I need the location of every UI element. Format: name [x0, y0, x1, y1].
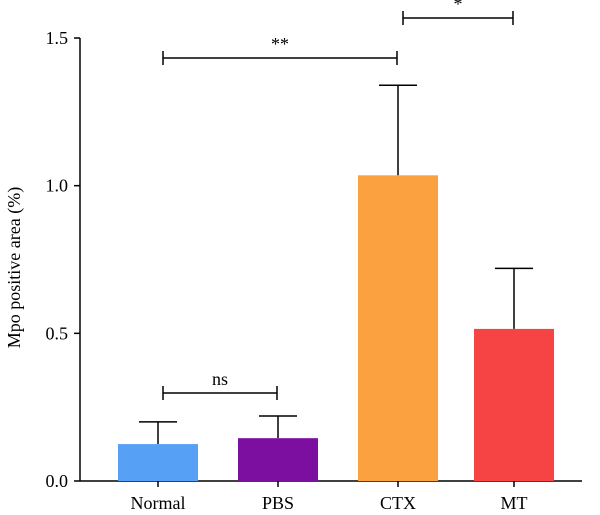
y-tick-label: 1.5: [46, 28, 69, 48]
bar-normal: [118, 444, 198, 481]
y-tick-label: 0.5: [46, 323, 69, 343]
bar-ctx: [358, 175, 438, 481]
bar-mt: [474, 328, 554, 481]
y-tick-label: 1.0: [46, 176, 69, 196]
significance-label: *: [454, 0, 463, 14]
x-tick-label: CTX: [380, 493, 416, 513]
significance-label: **: [271, 34, 289, 54]
bar-pbs: [238, 438, 318, 481]
x-tick-label: Normal: [131, 493, 186, 513]
x-tick-label: MT: [501, 493, 528, 513]
y-tick-label: 0.0: [46, 471, 69, 491]
significance-label: ns: [212, 369, 228, 389]
y-axis-label: Mpo positive area (%): [4, 187, 25, 348]
x-tick-label: PBS: [262, 493, 294, 513]
